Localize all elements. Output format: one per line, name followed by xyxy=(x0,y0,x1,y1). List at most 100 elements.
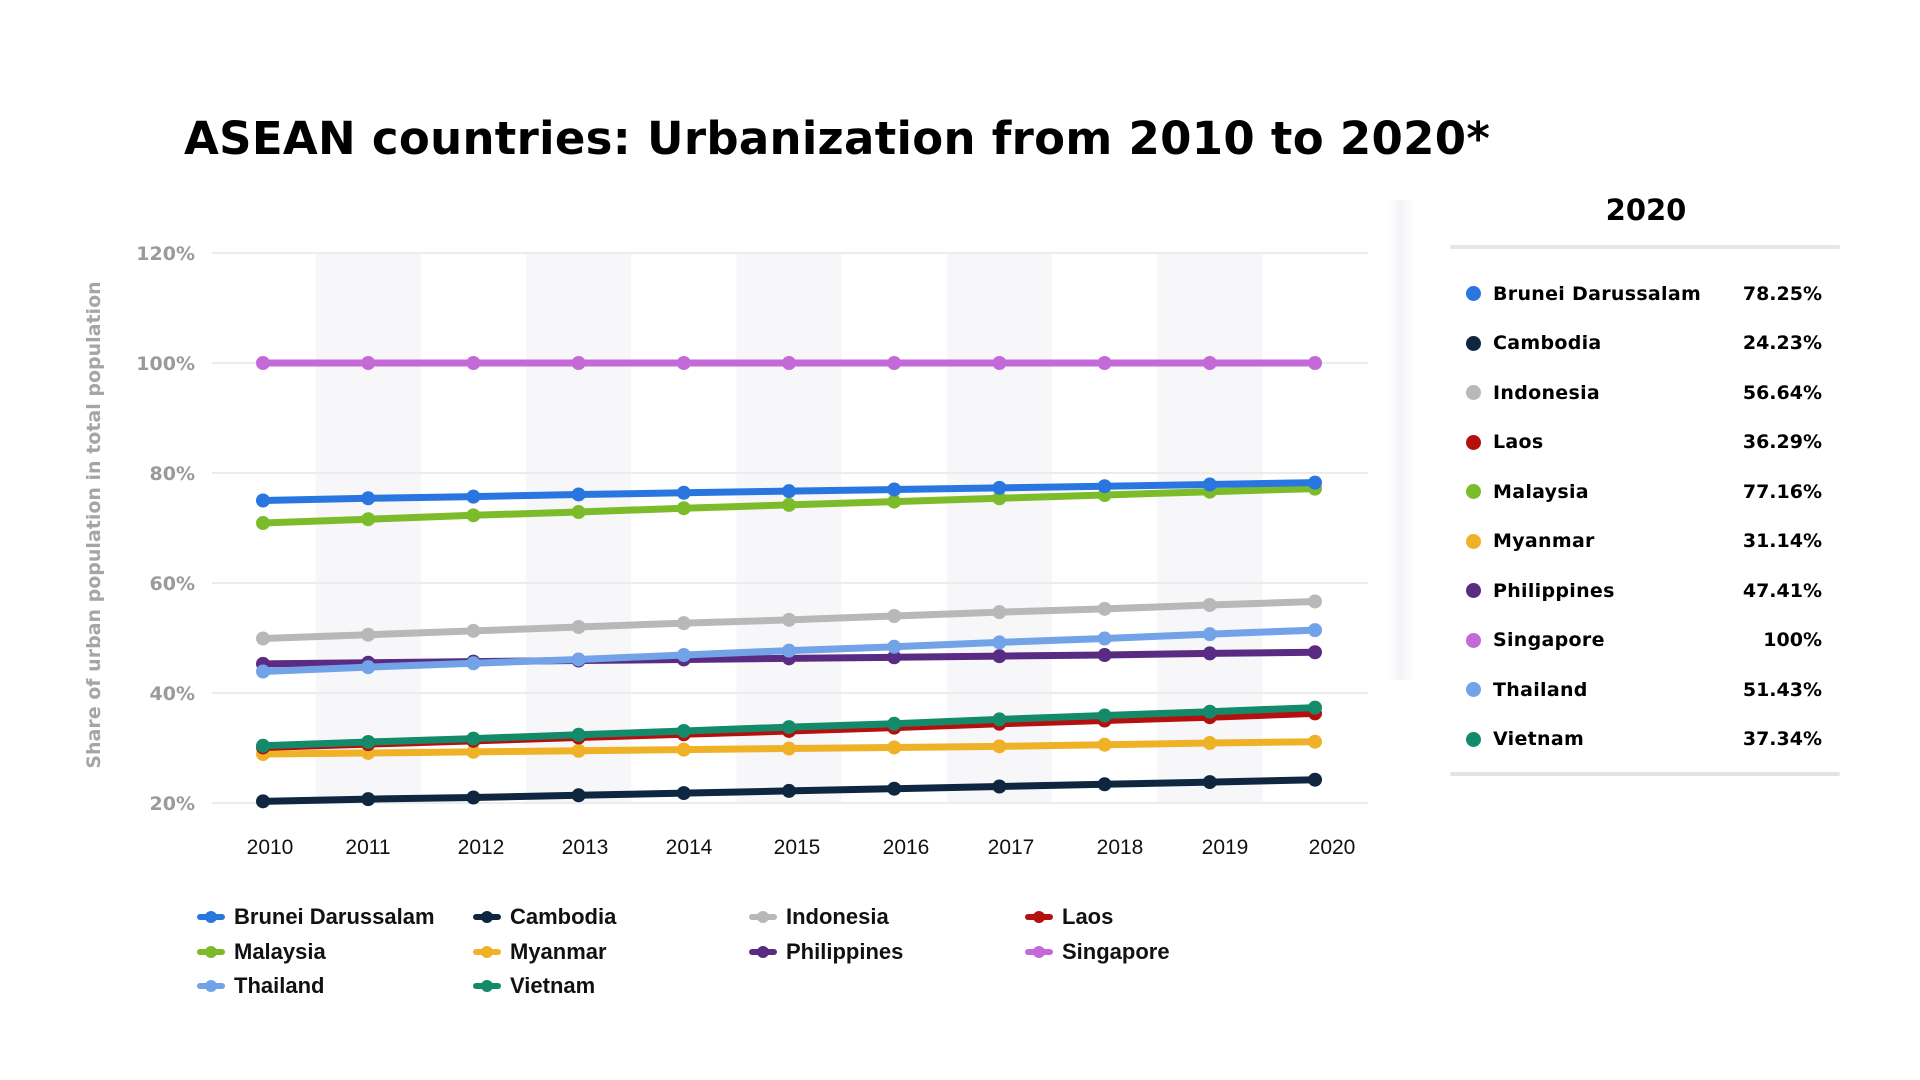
data-point-philippines[interactable] xyxy=(1308,645,1322,660)
data-point-indonesia[interactable] xyxy=(1097,601,1112,616)
data-point-indonesia[interactable] xyxy=(992,605,1007,620)
data-point-malaysia[interactable] xyxy=(676,501,691,516)
data-point-brunei-darussalam[interactable] xyxy=(782,484,796,499)
data-point-thailand[interactable] xyxy=(571,652,586,667)
data-point-brunei-darussalam[interactable] xyxy=(1308,475,1322,490)
legend-item-indonesia[interactable]: Indonesia xyxy=(748,902,889,932)
data-point-malaysia[interactable] xyxy=(256,516,270,531)
legend-line-marker-icon xyxy=(1024,937,1054,967)
data-point-malaysia[interactable] xyxy=(992,491,1007,506)
data-point-thailand[interactable] xyxy=(466,656,481,671)
data-point-philippines[interactable] xyxy=(992,649,1007,664)
data-point-vietnam[interactable] xyxy=(571,727,586,742)
data-point-brunei-darussalam[interactable] xyxy=(571,487,586,502)
data-point-brunei-darussalam[interactable] xyxy=(992,480,1007,495)
legend-item-myanmar[interactable]: Myanmar xyxy=(472,937,607,967)
data-point-vietnam[interactable] xyxy=(1097,708,1112,723)
data-point-cambodia[interactable] xyxy=(1308,772,1322,787)
data-point-indonesia[interactable] xyxy=(1308,594,1322,609)
data-point-myanmar[interactable] xyxy=(571,743,586,758)
data-point-malaysia[interactable] xyxy=(466,508,481,523)
legend-item-singapore[interactable]: Singapore xyxy=(1024,937,1170,967)
data-point-singapore[interactable] xyxy=(887,356,902,370)
data-point-vietnam[interactable] xyxy=(1308,700,1322,715)
legend-item-philippines[interactable]: Philippines xyxy=(748,937,903,967)
data-point-indonesia[interactable] xyxy=(887,609,902,623)
data-point-myanmar[interactable] xyxy=(1202,736,1217,751)
legend-item-thailand[interactable]: Thailand xyxy=(196,971,324,1001)
data-point-myanmar[interactable] xyxy=(887,740,902,755)
data-point-indonesia[interactable] xyxy=(1202,598,1217,612)
data-point-singapore[interactable] xyxy=(676,356,691,370)
data-point-vietnam[interactable] xyxy=(361,734,376,749)
legend-item-laos[interactable]: Laos xyxy=(1024,902,1113,932)
data-point-myanmar[interactable] xyxy=(782,741,796,756)
data-point-thailand[interactable] xyxy=(1097,631,1112,646)
data-point-myanmar[interactable] xyxy=(466,744,481,759)
data-point-vietnam[interactable] xyxy=(676,723,691,738)
data-point-thailand[interactable] xyxy=(887,639,902,654)
data-point-brunei-darussalam[interactable] xyxy=(676,485,691,500)
data-point-brunei-darussalam[interactable] xyxy=(887,482,902,497)
data-point-cambodia[interactable] xyxy=(361,792,376,807)
data-point-myanmar[interactable] xyxy=(1097,737,1112,752)
data-point-singapore[interactable] xyxy=(1202,356,1217,370)
data-point-singapore[interactable] xyxy=(992,356,1007,370)
data-point-philippines[interactable] xyxy=(1202,646,1217,661)
data-point-indonesia[interactable] xyxy=(571,620,586,634)
data-point-indonesia[interactable] xyxy=(256,631,270,646)
data-point-myanmar[interactable] xyxy=(676,742,691,757)
data-point-thailand[interactable] xyxy=(361,660,376,675)
data-point-vietnam[interactable] xyxy=(887,716,902,731)
data-point-cambodia[interactable] xyxy=(676,786,691,801)
data-point-singapore[interactable] xyxy=(256,356,270,370)
data-point-singapore[interactable] xyxy=(361,356,376,370)
data-point-thailand[interactable] xyxy=(782,643,796,658)
data-point-indonesia[interactable] xyxy=(782,612,796,627)
data-point-singapore[interactable] xyxy=(571,356,586,370)
data-point-indonesia[interactable] xyxy=(361,627,376,642)
data-point-thailand[interactable] xyxy=(676,648,691,663)
data-point-philippines[interactable] xyxy=(1097,648,1112,663)
data-point-malaysia[interactable] xyxy=(571,505,586,520)
data-point-cambodia[interactable] xyxy=(571,788,586,803)
legend-label: Singapore xyxy=(1062,939,1170,964)
data-point-vietnam[interactable] xyxy=(992,712,1007,727)
data-point-cambodia[interactable] xyxy=(782,783,796,798)
data-point-philippines[interactable] xyxy=(887,650,902,665)
data-point-cambodia[interactable] xyxy=(256,794,270,809)
legend-item-vietnam[interactable]: Vietnam xyxy=(472,971,595,1001)
data-point-myanmar[interactable] xyxy=(1308,734,1322,749)
data-point-malaysia[interactable] xyxy=(887,494,902,509)
data-point-brunei-darussalam[interactable] xyxy=(1097,479,1112,494)
data-point-cambodia[interactable] xyxy=(887,781,902,796)
legend-item-malaysia[interactable]: Malaysia xyxy=(196,937,326,967)
data-point-vietnam[interactable] xyxy=(256,738,270,753)
data-point-brunei-darussalam[interactable] xyxy=(1202,477,1217,492)
data-point-cambodia[interactable] xyxy=(1097,777,1112,792)
data-point-malaysia[interactable] xyxy=(782,497,796,512)
data-point-indonesia[interactable] xyxy=(676,616,691,631)
legend-item-brunei-darussalam[interactable]: Brunei Darussalam xyxy=(196,902,435,932)
data-point-singapore[interactable] xyxy=(782,356,796,370)
data-point-thailand[interactable] xyxy=(992,635,1007,650)
data-point-brunei-darussalam[interactable] xyxy=(256,493,270,508)
data-point-thailand[interactable] xyxy=(1308,623,1322,638)
legend-item-cambodia[interactable]: Cambodia xyxy=(472,902,616,932)
data-point-cambodia[interactable] xyxy=(992,779,1007,794)
data-point-singapore[interactable] xyxy=(1097,356,1112,370)
data-point-singapore[interactable] xyxy=(466,356,481,370)
data-point-vietnam[interactable] xyxy=(466,731,481,746)
data-point-vietnam[interactable] xyxy=(782,720,796,735)
data-point-thailand[interactable] xyxy=(1202,627,1217,642)
data-point-vietnam[interactable] xyxy=(1202,704,1217,719)
data-point-singapore[interactable] xyxy=(1308,356,1322,370)
data-point-thailand[interactable] xyxy=(256,664,270,679)
data-point-cambodia[interactable] xyxy=(466,790,481,805)
data-point-malaysia[interactable] xyxy=(361,512,376,527)
data-point-cambodia[interactable] xyxy=(1202,775,1217,790)
data-point-brunei-darussalam[interactable] xyxy=(466,489,481,504)
data-point-myanmar[interactable] xyxy=(992,739,1007,754)
data-point-brunei-darussalam[interactable] xyxy=(361,491,376,506)
data-point-indonesia[interactable] xyxy=(466,623,481,638)
